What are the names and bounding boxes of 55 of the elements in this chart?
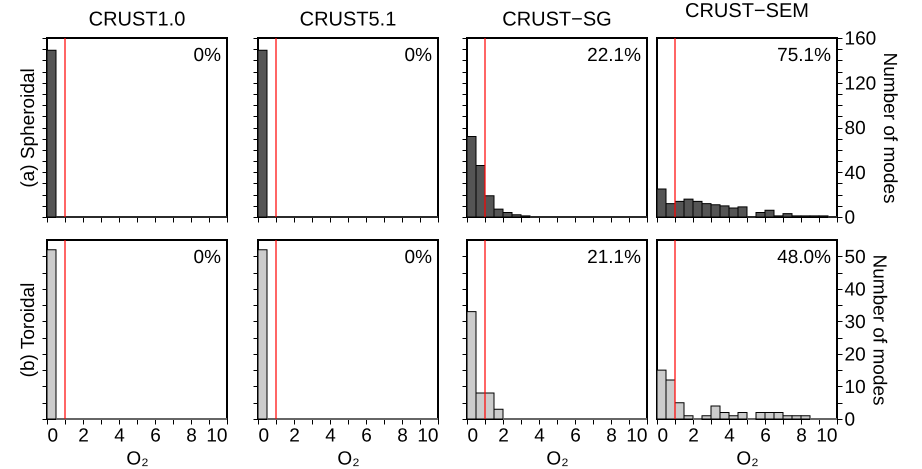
x-axis-title: O₂: [126, 448, 149, 469]
annotation: 75.1%: [777, 45, 832, 66]
y-tick-label: 40: [844, 162, 866, 184]
chart-title: CRUST1.0: [88, 8, 186, 30]
chart-title: CRUST−SG: [502, 8, 612, 30]
x-tick-label: 8: [397, 426, 408, 446]
x-tick-label: 0: [658, 426, 668, 446]
x-tick-label: 2: [78, 426, 89, 446]
y-axis-title: Number of modes: [879, 52, 900, 204]
x-tick-label: 6: [570, 426, 581, 446]
x-tick-label: 2: [289, 426, 300, 446]
x-tick-label: 10: [816, 426, 838, 446]
y-tick-label: 0: [844, 410, 856, 430]
annotation: 48.0%: [777, 247, 832, 268]
y-tick-label: 80: [844, 118, 866, 139]
y-axis-title: Number of modes: [868, 254, 890, 406]
annotation: 0%: [404, 247, 432, 268]
annotation: 0%: [194, 247, 222, 268]
y-tick-label: 120: [844, 73, 876, 94]
x-tick-label: 6: [150, 426, 161, 446]
x-tick-label: 6: [361, 426, 372, 446]
x-tick-label: 4: [534, 426, 546, 446]
x-tick-label: 4: [325, 426, 336, 446]
x-tick-label: 2: [498, 426, 509, 446]
y-axis-title: (a) Spheroidal: [18, 68, 39, 188]
x-tick-label: 4: [724, 426, 736, 446]
y-tick-label: 160: [844, 28, 876, 50]
chart-title: CRUST5.1: [300, 8, 396, 30]
y-axis-title: (b) Toroidal: [18, 282, 39, 378]
x-tick-label: 0: [468, 426, 478, 446]
chart-title: CRUST−SEM: [685, 0, 809, 22]
x-tick-label: 8: [606, 426, 617, 446]
y-tick-label: 50: [844, 246, 866, 268]
x-axis-title: O₂: [546, 448, 569, 469]
x-tick-label: 10: [417, 426, 438, 446]
y-tick-label: 10: [844, 376, 866, 398]
x-tick-label: 0: [48, 426, 58, 446]
annotation: 21.1%: [587, 247, 642, 268]
x-tick-label: 0: [258, 426, 270, 446]
y-tick-label: 40: [844, 279, 866, 300]
y-tick-label: 0: [844, 208, 856, 228]
annotation: 22.1%: [587, 45, 642, 66]
annotation: 0%: [404, 45, 432, 66]
x-tick-label: 8: [186, 426, 197, 446]
x-axis-title: O₂: [337, 448, 360, 469]
x-tick-label: 2: [688, 426, 699, 446]
x-axis-title: O₂: [736, 448, 759, 469]
y-tick-label: 20: [844, 344, 866, 366]
annotation: 0%: [194, 45, 222, 66]
x-tick-label: 8: [796, 426, 807, 446]
x-tick-label: 6: [760, 426, 771, 446]
x-tick-label: 10: [206, 426, 228, 446]
x-tick-label: 4: [114, 426, 126, 446]
x-tick-label: 10: [626, 426, 648, 446]
y-tick-label: 30: [844, 312, 866, 333]
